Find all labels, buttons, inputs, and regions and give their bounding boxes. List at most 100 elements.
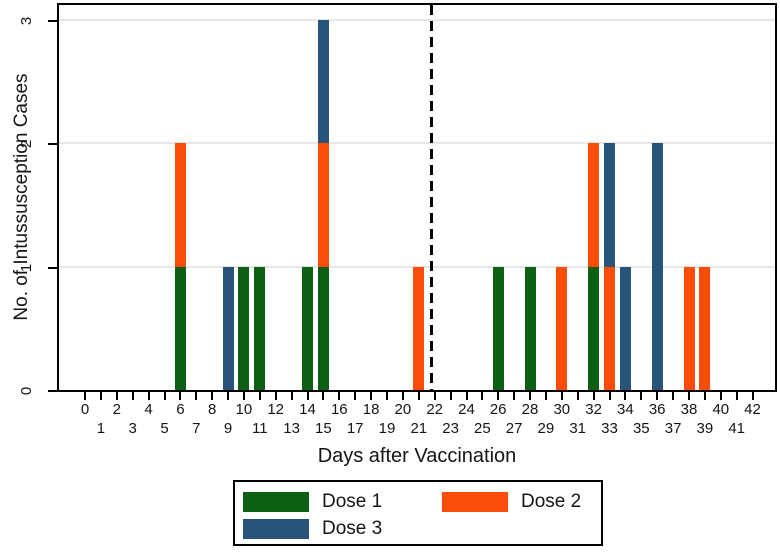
legend-label-dose-2: Dose 2 <box>521 491 582 512</box>
x-tick-17 <box>354 392 357 400</box>
x-tick-label-31: 31 <box>569 420 587 437</box>
x-tick-25 <box>481 392 484 400</box>
x-tick-label-15: 15 <box>315 420 332 437</box>
x-tick-4 <box>147 392 150 400</box>
x-tick-28 <box>529 392 531 400</box>
bar-segment-dose-1-day-6 <box>174 266 186 390</box>
x-tick-0 <box>84 392 86 400</box>
x-tick-33 <box>608 392 611 400</box>
x-tick-label-21: 21 <box>410 420 428 437</box>
x-tick-23 <box>449 392 452 400</box>
bar-segment-dose-3-day-36 <box>651 143 663 267</box>
x-tick-32 <box>592 392 595 400</box>
bar-segment-dose-3-day-36 <box>651 266 663 390</box>
reference-line <box>430 5 433 390</box>
bar-segment-dose-1-day-14 <box>302 266 313 390</box>
x-tick-label-37: 37 <box>664 420 682 437</box>
x-tick-18 <box>370 392 373 400</box>
x-tick-39 <box>703 392 706 400</box>
x-tick-1 <box>99 392 102 400</box>
x-tick-29 <box>544 392 547 400</box>
x-tick-label-36: 36 <box>648 401 666 418</box>
bar-segment-dose-2-day-38 <box>683 266 695 390</box>
bar-segment-dose-2-day-6 <box>174 143 186 267</box>
x-tick-40 <box>719 392 722 400</box>
x-tick-21 <box>417 392 420 400</box>
x-tick-3 <box>131 392 134 400</box>
x-tick-6 <box>179 392 182 400</box>
plot-area <box>57 3 777 392</box>
x-tick-label-25: 25 <box>474 420 491 437</box>
x-tick-42 <box>751 392 754 400</box>
x-tick-label-26: 26 <box>489 401 507 418</box>
x-tick-12 <box>274 392 277 400</box>
x-tick-label-24: 24 <box>458 401 475 418</box>
x-tick-19 <box>386 392 388 400</box>
x-tick-35 <box>640 392 643 400</box>
x-tick-38 <box>688 392 690 400</box>
x-tick-2 <box>115 392 118 400</box>
x-tick-label-39: 39 <box>696 420 714 437</box>
x-tick-label-1: 1 <box>96 420 106 437</box>
x-axis-title: Days after Vaccination <box>317 445 517 467</box>
x-tick-label-22: 22 <box>426 401 444 418</box>
bar-segment-dose-3-day-33 <box>604 143 615 267</box>
x-tick-label-29: 29 <box>537 420 555 437</box>
x-tick-label-35: 35 <box>632 420 650 437</box>
x-tick-24 <box>465 392 468 400</box>
bar-segment-dose-1-day-26 <box>492 266 504 390</box>
x-tick-label-23: 23 <box>442 420 459 437</box>
x-tick-13 <box>290 392 293 400</box>
bar-segment-dose-3-day-34 <box>619 266 631 390</box>
x-tick-34 <box>624 392 627 400</box>
gridline-y2 <box>59 142 775 145</box>
bar-segment-dose-2-day-33 <box>604 266 615 390</box>
legend-label-dose-1: Dose 1 <box>322 491 383 512</box>
x-tick-label-32: 32 <box>585 401 602 418</box>
x-tick-5 <box>163 392 166 400</box>
gridline-y1 <box>59 265 775 268</box>
x-tick-30 <box>560 392 563 400</box>
x-tick-label-5: 5 <box>160 420 169 437</box>
x-tick-label-16: 16 <box>330 401 348 418</box>
bar-segment-dose-1-day-10 <box>238 266 250 390</box>
bar-segment-dose-1-day-15 <box>317 266 329 390</box>
x-tick-label-8: 8 <box>208 401 217 418</box>
bar-segment-dose-3-day-9 <box>222 266 234 390</box>
x-tick-label-9: 9 <box>223 420 233 437</box>
x-tick-10 <box>242 392 245 400</box>
x-tick-36 <box>656 392 659 400</box>
x-tick-label-4: 4 <box>144 401 153 418</box>
y-tick-3 <box>48 20 57 22</box>
y-tick-0 <box>48 390 57 392</box>
gridline-y3 <box>59 19 775 21</box>
x-tick-label-41: 41 <box>728 420 746 437</box>
y-tick-1 <box>48 266 57 269</box>
legend-swatch-dose-2 <box>442 492 508 512</box>
bar-segment-dose-3-day-15 <box>317 20 329 144</box>
x-tick-14 <box>306 392 309 400</box>
x-tick-label-10: 10 <box>235 401 253 418</box>
bar-segment-dose-1-day-32 <box>588 266 600 390</box>
x-tick-label-11: 11 <box>252 420 268 437</box>
bar-segment-dose-2-day-30 <box>556 266 568 390</box>
x-tick-label-33: 33 <box>601 420 618 437</box>
y-axis-title: No. of Intussusception Cases <box>11 73 32 321</box>
x-tick-label-13: 13 <box>283 420 300 437</box>
bar-segment-dose-2-day-15 <box>317 143 329 267</box>
legend-item-dose-3: Dose 3 <box>243 519 442 539</box>
x-tick-7 <box>195 392 198 400</box>
y-tick-2 <box>48 143 57 146</box>
x-tick-16 <box>338 392 341 400</box>
x-tick-label-19: 19 <box>378 420 396 437</box>
legend-label-dose-3: Dose 3 <box>322 518 383 539</box>
x-tick-27 <box>513 392 516 400</box>
bar-segment-dose-1-day-28 <box>524 266 536 390</box>
x-tick-22 <box>433 392 436 400</box>
bar-segment-dose-2-day-21 <box>413 266 425 390</box>
legend-item-dose-2: Dose 2 <box>442 492 601 512</box>
x-tick-label-30: 30 <box>553 401 571 418</box>
x-tick-41 <box>735 392 738 400</box>
x-tick-9 <box>227 392 229 400</box>
